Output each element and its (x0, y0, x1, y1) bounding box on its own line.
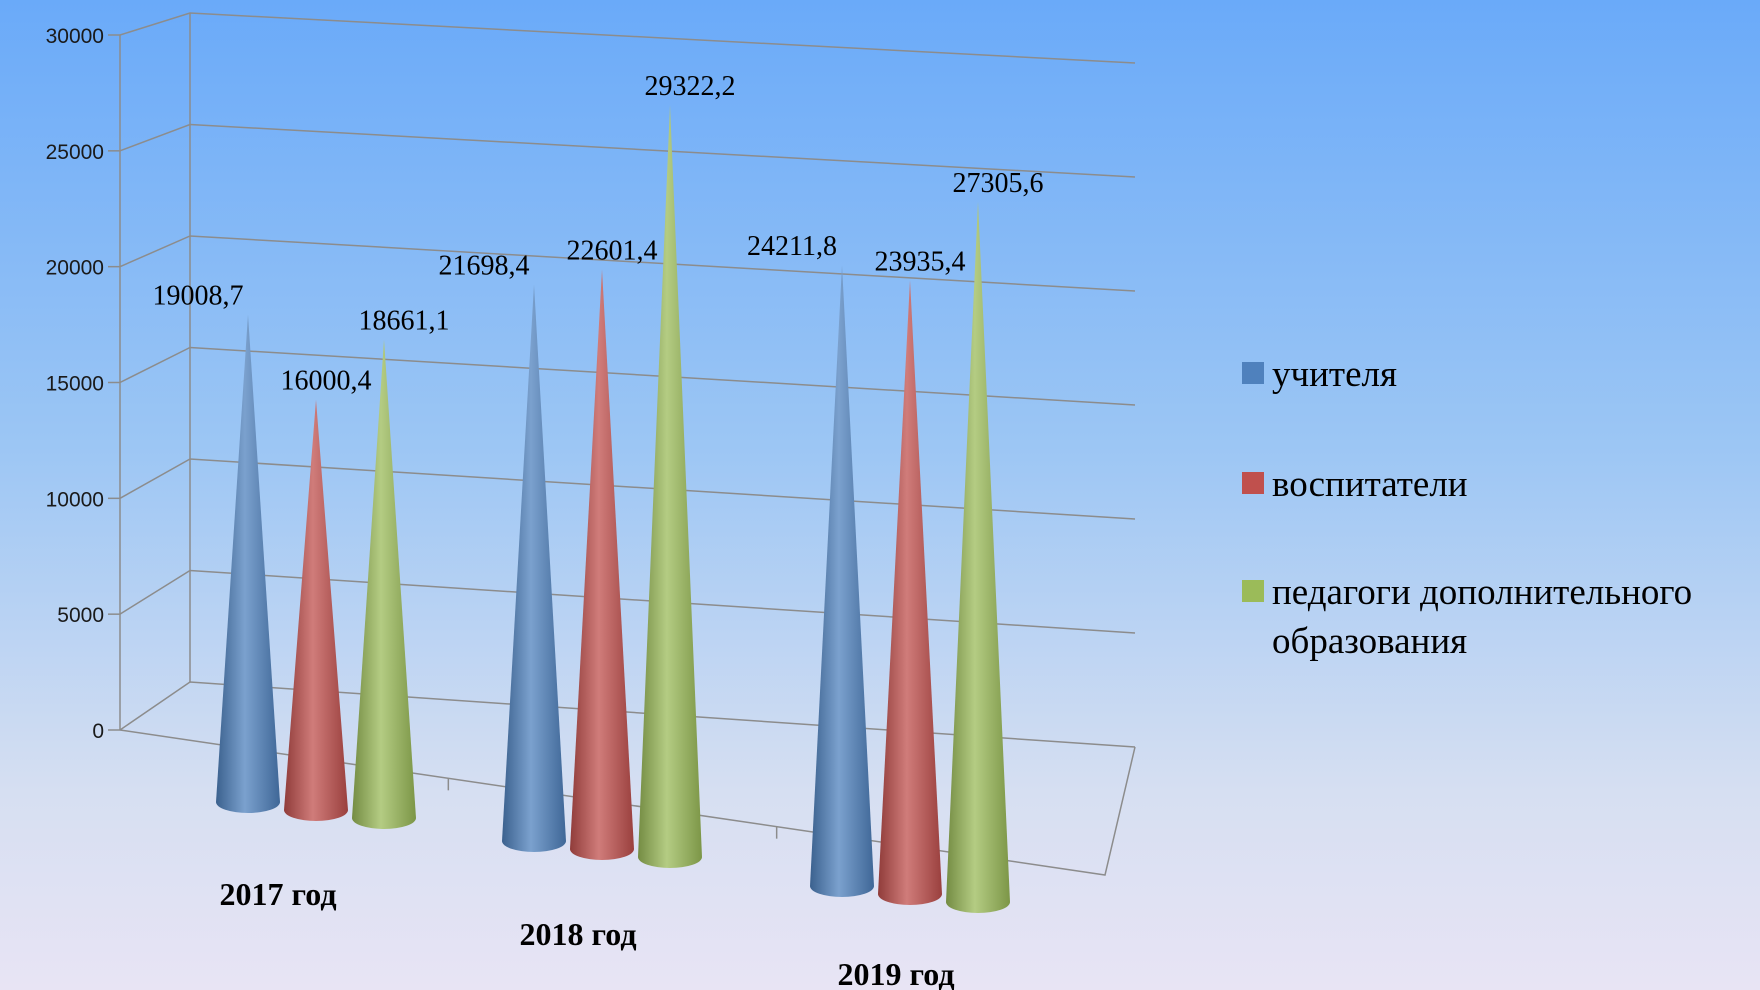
cone-teachers-2 (810, 265, 874, 897)
cone-additional-2 (946, 201, 1010, 914)
y-tick-label: 15000 (46, 373, 104, 396)
gridline (119, 12, 1136, 64)
legend-label: педагоги дополнительного (1272, 572, 1692, 613)
category-label: 2017 год (220, 876, 337, 912)
y-tick-label: 5000 (57, 604, 104, 627)
y-tick-label: 30000 (46, 25, 104, 48)
data-label: 21698,4 (439, 251, 530, 282)
legend-swatch (1242, 472, 1264, 494)
legend-label: образования (1272, 621, 1467, 662)
y-tick-label: 0 (92, 720, 104, 743)
data-label: 29322,2 (645, 71, 736, 102)
y-tick-label: 10000 (46, 488, 104, 511)
cone-educators-2 (878, 280, 942, 905)
cone-educators-0 (284, 399, 348, 821)
legend-swatch (1242, 580, 1264, 602)
cone-educators-1 (570, 269, 634, 860)
data-label: 23935,4 (875, 246, 966, 277)
cone-teachers-0 (216, 314, 280, 813)
legend-label: учителя (1272, 354, 1397, 395)
data-label: 19008,7 (153, 281, 244, 312)
data-label: 27305,6 (953, 168, 1044, 199)
data-label: 18661,1 (359, 306, 450, 337)
legend-swatch (1242, 362, 1264, 384)
cone-teachers-1 (502, 284, 566, 852)
y-tick-label: 25000 (46, 141, 104, 164)
legend-label: воспитатели (1272, 464, 1468, 505)
data-label: 22601,4 (567, 236, 658, 267)
category-label: 2018 год (520, 916, 637, 952)
cone-additional-1 (638, 105, 702, 869)
category-label: 2019 год (838, 956, 955, 990)
cone-additional-0 (352, 339, 416, 829)
data-label: 24211,8 (747, 231, 837, 262)
y-tick-label: 20000 (46, 257, 104, 280)
data-label: 16000,4 (281, 366, 372, 397)
